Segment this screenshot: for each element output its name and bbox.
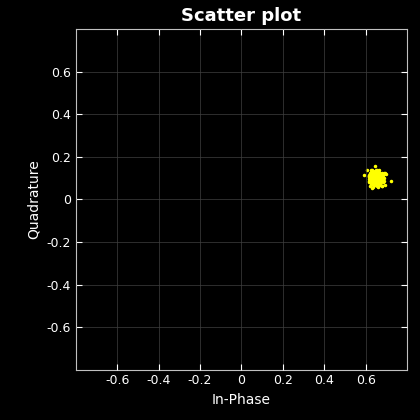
Title: Scatter plot: Scatter plot xyxy=(181,7,302,25)
Y-axis label: Quadrature: Quadrature xyxy=(27,160,41,239)
Channel 1 xyxy=(376,174,381,179)
X-axis label: In-Phase: In-Phase xyxy=(212,393,271,407)
Channel 1 xyxy=(374,176,379,181)
Channel 1 xyxy=(375,179,381,184)
Channel 1 xyxy=(384,171,389,176)
Channel 1 xyxy=(373,178,378,184)
Channel 1 xyxy=(369,185,374,190)
Channel 1 xyxy=(379,175,384,180)
Channel 1 xyxy=(368,174,373,179)
Channel 1 xyxy=(373,178,378,183)
Line: Channel 1: Channel 1 xyxy=(362,164,393,190)
Channel 1 xyxy=(373,164,378,169)
